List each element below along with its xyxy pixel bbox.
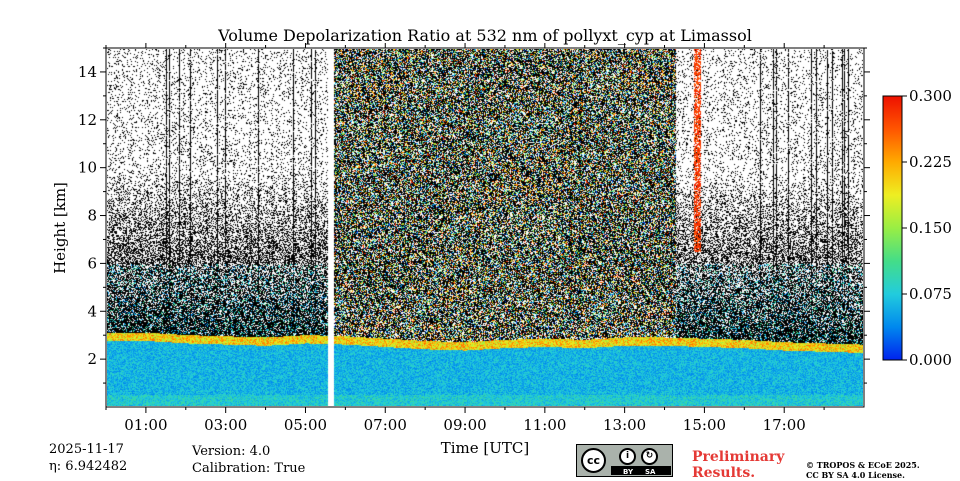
preliminary-line2: Results. — [692, 465, 756, 481]
colorbar-ticks: 0.000 0.075 0.150 0.225 0.300 — [902, 87, 952, 369]
y-axis: 2 4 6 8 10 12 14 — [78, 47, 870, 384]
footer-calibration: Calibration: True — [192, 461, 306, 476]
cc-strip — [611, 466, 671, 475]
cc-by-sa-badge: cc i ↻ BY SA — [576, 444, 673, 477]
share-alike-icon: ↻ — [641, 448, 658, 465]
x-tick-label: 05:00 — [284, 416, 327, 434]
colorbar — [882, 95, 903, 361]
y-axis-label: Height [km] — [51, 182, 69, 274]
colorbar-tick-label: 0.225 — [909, 153, 952, 171]
license-line2: CC BY SA 4.0 License. — [806, 470, 905, 480]
cc-by-label: BY — [623, 468, 634, 476]
cc-icon: cc — [581, 448, 606, 473]
footer-eta: η: 6.942482 — [49, 459, 128, 474]
depolarization-heatmap — [107, 49, 863, 406]
y-tick-label: 2 — [87, 350, 97, 368]
x-tick-label: 15:00 — [683, 416, 726, 434]
x-tick-label: 07:00 — [364, 416, 407, 434]
x-tick-label: 03:00 — [204, 416, 247, 434]
footer-version-block: Version: 4.0 Calibration: True — [192, 443, 305, 477]
colorbar-tick-label: 0.300 — [909, 87, 952, 105]
x-tick-label: 11:00 — [523, 416, 566, 434]
colorbar-tick-label: 0.000 — [909, 351, 952, 369]
y-tick-label: 8 — [87, 207, 97, 225]
chart-title: Volume Depolarization Ratio at 532 nm of… — [217, 26, 752, 45]
plot-frame — [105, 47, 865, 408]
footer-date: 2025-11-17 — [49, 442, 124, 457]
colorbar-tick-label: 0.150 — [909, 219, 952, 237]
y-tick-label: 12 — [78, 111, 97, 129]
preliminary-results: Preliminary Results. — [692, 449, 784, 481]
x-axis: 01:00 03:00 05:00 07:00 09:00 11:00 13:00 15:00… — [105, 43, 825, 434]
y-tick-label: 14 — [78, 63, 97, 81]
x-axis-label: Time [UTC] — [441, 439, 530, 457]
cc-sa-label: SA — [645, 468, 656, 476]
preliminary-line1: Preliminary — [692, 449, 785, 465]
license-line1: © TROPOS & ECoE 2025. — [806, 460, 920, 470]
attribution-icon: i — [619, 448, 636, 465]
license-note: © TROPOS & ECoE 2025. CC BY SA 4.0 Licen… — [806, 460, 920, 480]
colorbar-tick-label: 0.075 — [909, 285, 952, 303]
y-tick-label: 10 — [78, 159, 97, 177]
y-tick-label: 4 — [87, 302, 97, 320]
x-tick-label: 01:00 — [124, 416, 167, 434]
footer-left: 2025-11-17 η: 6.942482 — [49, 441, 127, 475]
x-tick-label: 09:00 — [443, 416, 486, 434]
y-tick-label: 6 — [87, 254, 97, 272]
x-tick-label: 13:00 — [603, 416, 646, 434]
footer-version: Version: 4.0 — [192, 444, 271, 459]
x-tick-label: 17:00 — [763, 416, 806, 434]
